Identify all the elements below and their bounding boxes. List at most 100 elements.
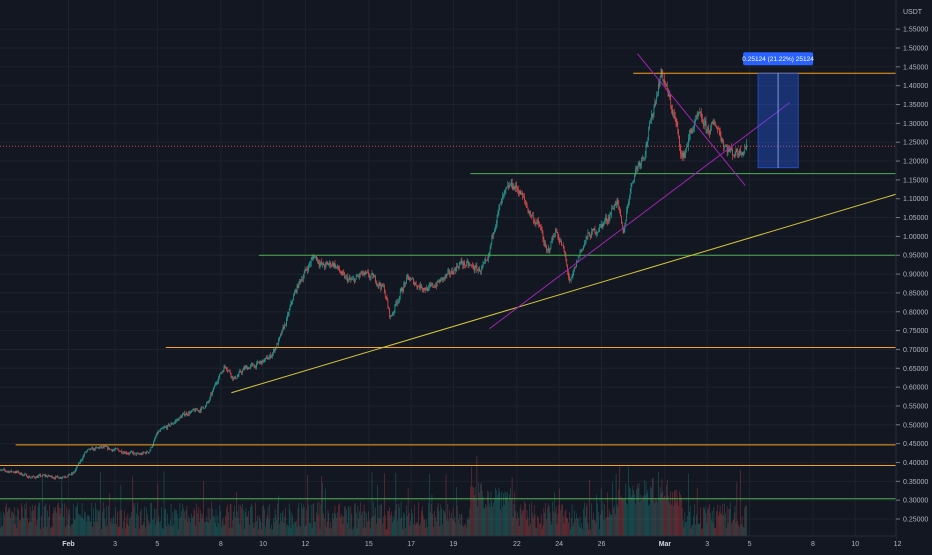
volume-bar — [397, 521, 398, 536]
candle-body — [172, 424, 173, 425]
candle-body — [542, 229, 543, 233]
candle-body — [654, 107, 655, 114]
candle-body — [598, 231, 599, 232]
volume-bar — [722, 504, 723, 536]
candle-body — [485, 260, 486, 261]
volume-bar — [498, 494, 499, 536]
volume-bar — [715, 528, 716, 536]
volume-bar — [164, 471, 165, 536]
volume-bar — [172, 526, 173, 536]
volume-bar — [620, 497, 621, 536]
volume-bar — [597, 503, 598, 536]
volume-bar — [307, 475, 308, 536]
time-axis[interactable]: 29Feb3581012151719222426Mar3581012 — [0, 536, 902, 550]
candle-body — [84, 452, 85, 455]
volume-bar — [570, 529, 571, 536]
price-tick-label: 0.65000 — [903, 366, 928, 373]
volume-bar — [533, 518, 534, 536]
candle-body — [429, 285, 430, 287]
volume-bar — [153, 519, 154, 536]
volume-bar — [617, 504, 618, 536]
volume-bar — [583, 509, 584, 536]
price-tick-label: 0.40000 — [903, 460, 928, 467]
volume-bar — [202, 514, 203, 536]
candle-body — [312, 258, 313, 260]
candle-body — [332, 263, 333, 266]
volume-bar — [299, 503, 300, 536]
candle-body — [299, 280, 300, 282]
candle-body — [10, 472, 11, 473]
candle-body — [734, 156, 735, 157]
volume-bar — [238, 518, 239, 536]
candle-body — [286, 319, 287, 325]
volume-bar — [222, 521, 223, 536]
candle-body — [186, 413, 187, 415]
volume-bar — [304, 507, 305, 536]
volume-bar — [481, 482, 482, 536]
candle-body — [257, 362, 258, 364]
candle-body — [370, 277, 371, 278]
volume-bar — [586, 507, 587, 536]
candle-body — [491, 243, 492, 247]
volume-bar — [483, 497, 484, 536]
volume-bar — [233, 512, 234, 536]
volume-bar — [343, 516, 344, 536]
volume-bar — [173, 512, 174, 536]
candle-body — [442, 278, 443, 280]
volume-bar — [447, 521, 448, 536]
volume-bar — [49, 505, 50, 536]
volume-bar — [539, 524, 540, 536]
volume-bar — [667, 480, 668, 536]
volume-bar — [595, 520, 596, 536]
volume-bar — [393, 516, 394, 536]
volume-bar — [253, 523, 254, 536]
candle-body — [297, 285, 298, 291]
volume-bar — [610, 513, 611, 536]
candle-body — [570, 280, 571, 281]
volume-bar — [219, 505, 220, 536]
volume-bar — [61, 508, 62, 536]
volume-bar — [731, 523, 732, 536]
candle-body — [230, 370, 231, 373]
volume-bar — [495, 488, 496, 536]
candle-body — [348, 280, 349, 281]
volume-bar — [616, 474, 617, 536]
volume-bar — [473, 488, 474, 536]
candle-body — [19, 473, 20, 474]
candle-body — [56, 476, 57, 477]
candle-body — [461, 261, 462, 263]
candle-body — [45, 475, 46, 476]
candle-body — [499, 204, 500, 208]
volume-bar — [462, 526, 463, 536]
volume-bar — [448, 521, 449, 536]
volume-bar — [353, 527, 354, 536]
candle-body — [426, 288, 427, 291]
volume-bar — [47, 527, 48, 536]
volume-bar — [357, 528, 358, 536]
volume-bar — [358, 519, 359, 536]
volume-bar — [644, 480, 645, 536]
candle-body — [722, 140, 723, 141]
volume-bar — [628, 467, 629, 536]
candle-body — [88, 449, 89, 450]
candle-body — [484, 262, 485, 264]
candle-body — [300, 280, 301, 282]
candle-body — [202, 407, 203, 409]
volume-bar — [392, 522, 393, 536]
candle-body — [357, 276, 358, 277]
volume-bar — [676, 503, 677, 536]
candle-body — [586, 237, 587, 241]
candle-body — [615, 204, 616, 205]
volume-bar — [232, 528, 233, 536]
volume-bar — [663, 498, 664, 536]
candle-body — [55, 477, 56, 479]
candle-body — [472, 265, 473, 266]
candle-body — [668, 89, 669, 96]
volume-bar — [301, 503, 302, 536]
price-axis[interactable]: USDT 1.550001.500001.450001.400001.35000… — [896, 0, 932, 550]
candle-body — [69, 474, 70, 476]
volume-bar — [400, 519, 401, 536]
volume-bar — [444, 511, 445, 536]
